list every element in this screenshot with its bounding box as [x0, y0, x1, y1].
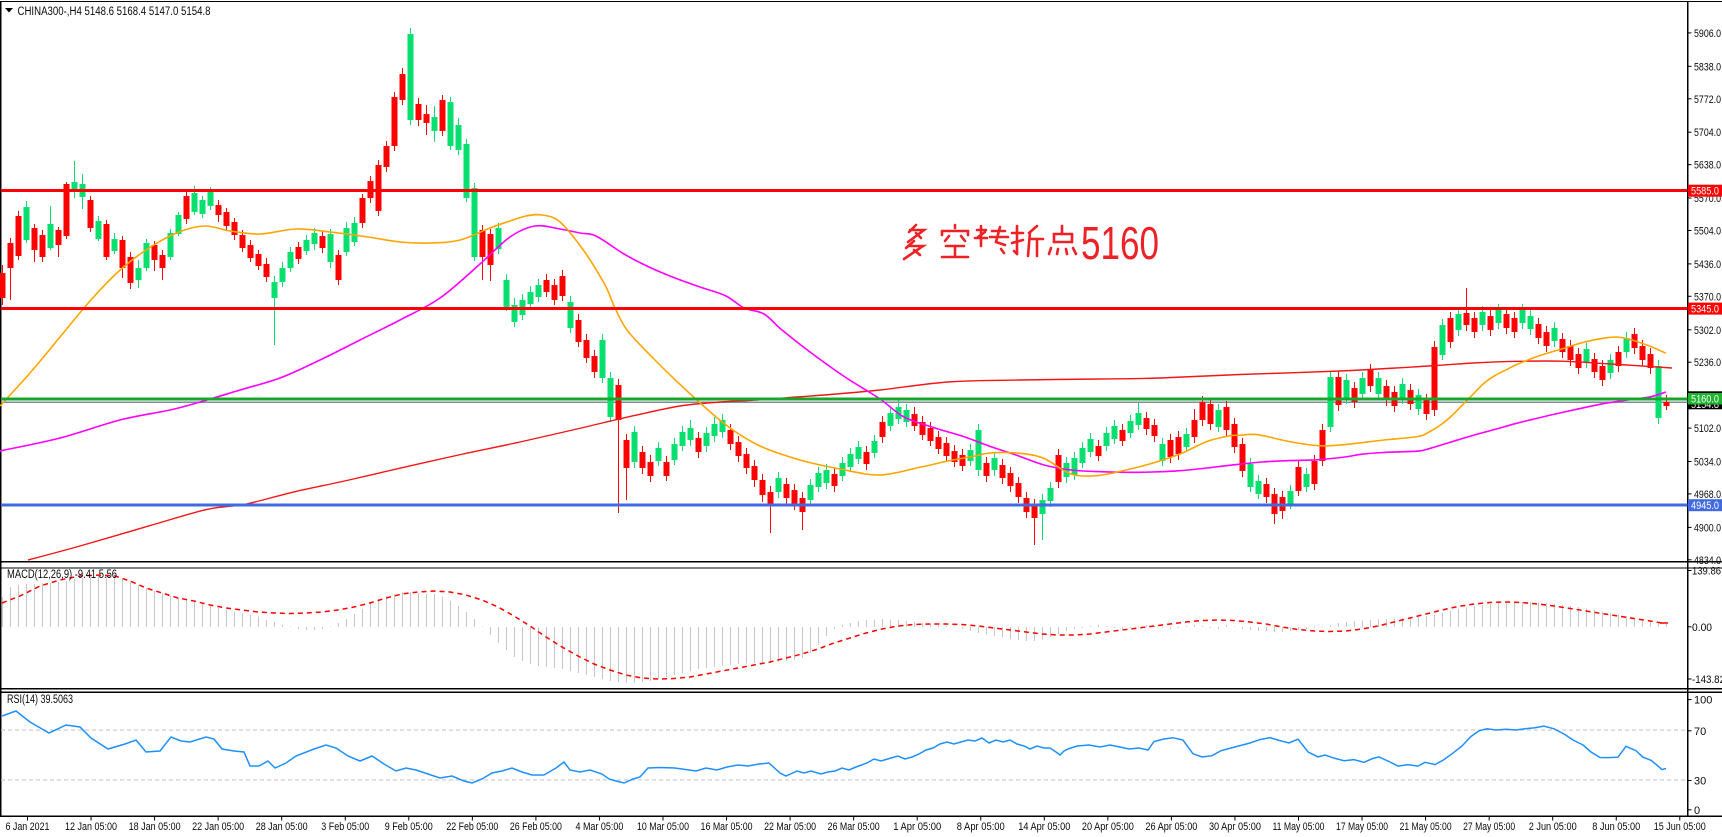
svg-text:16 Mar 05:00: 16 Mar 05:00 — [701, 821, 753, 833]
svg-text:30: 30 — [1694, 776, 1706, 788]
svg-text:27 May 05:00: 27 May 05:00 — [1463, 821, 1515, 833]
svg-text:5704.0: 5704.0 — [1694, 127, 1721, 139]
svg-text:4900.0: 4900.0 — [1694, 522, 1721, 534]
svg-text:5102.0: 5102.0 — [1694, 423, 1721, 435]
svg-text:3 Feb 05:00: 3 Feb 05:00 — [321, 821, 369, 833]
svg-text:-143.82: -143.82 — [1692, 674, 1722, 686]
svg-text:CHINA300-,H4 5148.6 5168.4 51: CHINA300-,H4 5148.6 5168.4 5147.0 5154.8 — [18, 6, 211, 18]
svg-text:20 Apr 05:00: 20 Apr 05:00 — [1082, 821, 1134, 833]
svg-text:139.86: 139.86 — [1692, 566, 1721, 578]
svg-text:6 Jan 2021: 6 Jan 2021 — [6, 821, 50, 833]
svg-text:5302.0: 5302.0 — [1694, 325, 1721, 337]
svg-text:70: 70 — [1694, 726, 1706, 738]
svg-text:5160: 5160 — [1081, 217, 1159, 269]
svg-text:22 Feb 05:00: 22 Feb 05:00 — [446, 821, 498, 833]
svg-text:12 Jan 05:00: 12 Jan 05:00 — [65, 821, 117, 833]
svg-text:22 Mar 05:00: 22 Mar 05:00 — [764, 821, 816, 833]
svg-text:22 Jan 05:00: 22 Jan 05:00 — [192, 821, 244, 833]
svg-text:9 Feb 05:00: 9 Feb 05:00 — [385, 821, 433, 833]
svg-text:5160.0: 5160.0 — [1691, 394, 1719, 406]
svg-text:5504.0: 5504.0 — [1694, 226, 1721, 238]
svg-text:100: 100 — [1694, 695, 1712, 707]
svg-text:15 Jun 05:00: 15 Jun 05:00 — [1654, 821, 1706, 833]
svg-text:8 Apr 05:00: 8 Apr 05:00 — [957, 821, 1005, 833]
svg-text:5436.0: 5436.0 — [1694, 259, 1721, 271]
svg-text:5236.0: 5236.0 — [1694, 357, 1721, 369]
svg-text:5906.0: 5906.0 — [1694, 28, 1721, 40]
svg-text:0.00: 0.00 — [1692, 622, 1712, 634]
svg-text:5370.0: 5370.0 — [1694, 291, 1721, 303]
svg-text:RSI(14) 39.5063: RSI(14) 39.5063 — [7, 694, 73, 706]
svg-text:18 Jan 05:00: 18 Jan 05:00 — [129, 821, 181, 833]
svg-text:17 May 05:00: 17 May 05:00 — [1336, 821, 1388, 833]
svg-text:2 Jun 05:00: 2 Jun 05:00 — [1529, 821, 1577, 833]
svg-text:5345.0: 5345.0 — [1691, 304, 1719, 316]
svg-text:5585.0: 5585.0 — [1691, 186, 1719, 198]
svg-text:4945.0: 4945.0 — [1691, 500, 1719, 512]
svg-text:1 Apr 05:00: 1 Apr 05:00 — [893, 821, 941, 833]
svg-text:8 Jun 05:00: 8 Jun 05:00 — [1592, 821, 1640, 833]
svg-text:11 May 05:00: 11 May 05:00 — [1273, 821, 1325, 833]
svg-text:5838.0: 5838.0 — [1694, 61, 1721, 73]
svg-text:5772.0: 5772.0 — [1694, 94, 1721, 106]
svg-text:26 Apr 05:00: 26 Apr 05:00 — [1145, 821, 1197, 833]
svg-text:26 Mar 05:00: 26 Mar 05:00 — [828, 821, 880, 833]
svg-text:21 May 05:00: 21 May 05:00 — [1400, 821, 1452, 833]
svg-text:14 Apr 05:00: 14 Apr 05:00 — [1018, 821, 1070, 833]
svg-text:5638.0: 5638.0 — [1694, 160, 1721, 172]
svg-text:10 Mar 05:00: 10 Mar 05:00 — [637, 821, 689, 833]
svg-text:4 Mar 05:00: 4 Mar 05:00 — [575, 821, 623, 833]
svg-text:30 Apr 05:00: 30 Apr 05:00 — [1209, 821, 1261, 833]
svg-text:4834.0: 4834.0 — [1694, 555, 1721, 567]
svg-text:28 Jan 05:00: 28 Jan 05:00 — [256, 821, 308, 833]
svg-text:4968.0: 4968.0 — [1694, 489, 1721, 501]
svg-text:26 Feb 05:00: 26 Feb 05:00 — [510, 821, 562, 833]
svg-text:0: 0 — [1694, 805, 1700, 817]
svg-text:MACD(12,26,9) -9.41 5.56: MACD(12,26,9) -9.41 5.56 — [7, 569, 117, 581]
svg-text:5034.0: 5034.0 — [1694, 457, 1721, 469]
